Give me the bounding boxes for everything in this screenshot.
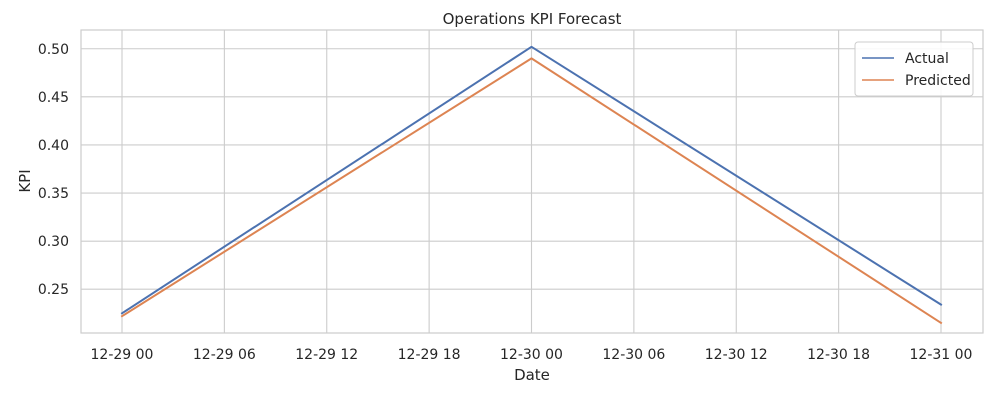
plot-frame [80, 29, 984, 334]
y-tick-label: 0.35 [38, 186, 69, 202]
x-tick-label: 12-29 00 [91, 347, 154, 363]
x-tick-label: 12-30 06 [602, 347, 665, 363]
legend-label-actual: Actual [905, 51, 949, 67]
y-tick-label: 0.30 [38, 234, 69, 250]
y-axis-title: KPI [16, 169, 34, 192]
y-tick-label: 0.40 [38, 138, 69, 154]
legend-box [854, 41, 974, 97]
tick-labels: 12-29 00 12-29 06 12-29 12 12-29 18 12-30 00… [38, 42, 973, 363]
legend: Actual Predicted [854, 41, 974, 97]
series-line-actual [120, 45, 943, 315]
x-tick-label: 12-29 12 [295, 347, 358, 363]
x-tick-label: 12-30 12 [705, 347, 768, 363]
x-axis-title: Date [514, 366, 550, 384]
x-tick-label: 12-30 00 [500, 347, 563, 363]
chart-title: Operations KPI Forecast [443, 10, 622, 28]
x-tick-label: 12-29 18 [398, 347, 461, 363]
x-tick-label: 12-31 00 [910, 347, 973, 363]
legend-label-predicted: Predicted [905, 73, 971, 89]
x-tick-label: 12-29 06 [193, 347, 256, 363]
series-lines [120, 45, 943, 325]
x-tick-label: 12-30 18 [807, 347, 870, 363]
series-line-predicted [120, 57, 943, 325]
y-tick-label: 0.50 [38, 42, 69, 58]
y-tick-label: 0.45 [38, 90, 69, 106]
y-tick-label: 0.25 [38, 282, 69, 298]
